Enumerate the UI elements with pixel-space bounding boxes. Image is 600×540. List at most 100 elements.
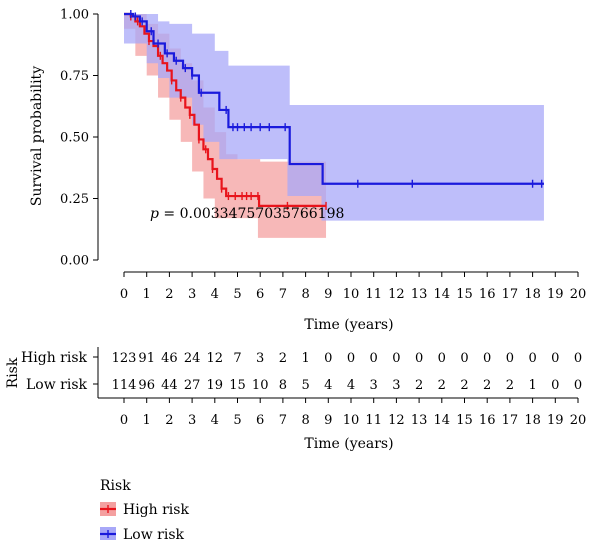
risk-count: 2 xyxy=(460,378,468,393)
risk-x-tick-label: 10 xyxy=(343,413,360,428)
pvalue-value: = 0.00334757035766198 xyxy=(159,206,344,222)
risk-count: 0 xyxy=(528,351,536,366)
y-tick-label: 0.00 xyxy=(60,254,89,269)
legend-label-low: Low risk xyxy=(123,527,185,540)
risk-table-label-high: High risk xyxy=(21,350,87,366)
legend: Risk High risk Low risk xyxy=(100,478,189,540)
risk-count: 0 xyxy=(415,351,423,366)
x-axis-title: Time (years) xyxy=(304,317,393,333)
risk-count: 2 xyxy=(438,378,446,393)
x-tick-label: 10 xyxy=(343,287,360,302)
risk-count: 2 xyxy=(506,378,514,393)
risk-count: 3 xyxy=(370,378,378,393)
risk-count: 7 xyxy=(233,351,241,366)
x-tick-label: 12 xyxy=(388,287,405,302)
risk-x-tick-label: 11 xyxy=(365,413,382,428)
x-tick-label: 18 xyxy=(524,287,541,302)
low-risk-curve xyxy=(124,12,544,185)
risk-x-tick-label: 6 xyxy=(256,413,264,428)
risk-count: 8 xyxy=(279,378,287,393)
x-tick-label: 7 xyxy=(279,287,287,302)
risk-x-tick-label: 15 xyxy=(456,413,473,428)
legend-label-high: High risk xyxy=(123,502,189,518)
risk-count: 27 xyxy=(184,378,201,393)
risk-count: 96 xyxy=(138,378,155,393)
y-tick-label: 0.50 xyxy=(60,131,89,146)
x-tick-label: 19 xyxy=(547,287,564,302)
risk-count: 1 xyxy=(528,378,536,393)
x-tick-label: 17 xyxy=(502,287,519,302)
pvalue-symbol: p xyxy=(150,206,159,222)
risk-table: High risk 123 91 46 24 12 7 3 2 1 0 0 0 0 0 0 0 0 0 0 0 0Low … xyxy=(5,347,586,452)
y-tick-label: 1.00 xyxy=(60,8,89,23)
risk-count: 114 xyxy=(112,378,137,393)
x-tick-label: 6 xyxy=(256,287,264,302)
risk-x-tick-label: 7 xyxy=(279,413,287,428)
risk-count: 3 xyxy=(392,378,400,393)
risk-table-x-axis-title: Time (years) xyxy=(304,436,393,452)
x-tick-label: 15 xyxy=(456,287,473,302)
risk-count: 2 xyxy=(483,378,491,393)
risk-count: 19 xyxy=(207,378,224,393)
risk-count: 123 xyxy=(112,351,137,366)
x-tick-label: 11 xyxy=(365,287,382,302)
x-tick-label: 2 xyxy=(165,287,173,302)
risk-count: 2 xyxy=(415,378,423,393)
risk-count: 15 xyxy=(229,378,246,393)
risk-count: 46 xyxy=(161,351,178,366)
risk-x-tick-label: 19 xyxy=(547,413,564,428)
risk-x-tick-label: 1 xyxy=(143,413,151,428)
y-axis-title: Survival probability xyxy=(29,66,45,206)
risk-table-label-low: Low risk xyxy=(26,377,88,393)
risk-count: 0 xyxy=(574,351,582,366)
x-tick-label: 9 xyxy=(324,287,332,302)
risk-x-tick-label: 5 xyxy=(233,413,241,428)
risk-count: 0 xyxy=(392,351,400,366)
y-tick-label: 0.25 xyxy=(60,192,89,207)
risk-table-title: Risk xyxy=(5,357,21,388)
risk-count: 4 xyxy=(347,378,355,393)
risk-x-tick-label: 13 xyxy=(411,413,428,428)
x-tick-label: 14 xyxy=(434,287,451,302)
risk-count: 24 xyxy=(184,351,201,366)
risk-x-tick-label: 18 xyxy=(524,413,541,428)
risk-count: 5 xyxy=(301,378,309,393)
risk-count: 2 xyxy=(279,351,287,366)
x-tick-label: 13 xyxy=(411,287,428,302)
risk-x-tick-label: 9 xyxy=(324,413,332,428)
risk-count: 0 xyxy=(506,351,514,366)
risk-count: 0 xyxy=(324,351,332,366)
risk-count: 3 xyxy=(256,351,264,366)
x-tick-label: 20 xyxy=(570,287,587,302)
risk-count: 44 xyxy=(161,378,178,393)
risk-x-tick-label: 2 xyxy=(165,413,173,428)
pvalue-annotation: p = 0.00334757035766198 xyxy=(150,206,344,222)
risk-count: 0 xyxy=(460,351,468,366)
risk-count: 0 xyxy=(551,351,559,366)
risk-x-tick-label: 8 xyxy=(301,413,309,428)
risk-count: 0 xyxy=(347,351,355,366)
x-tick-label: 4 xyxy=(211,287,219,302)
risk-x-tick-label: 3 xyxy=(188,413,196,428)
risk-x-tick-label: 16 xyxy=(479,413,496,428)
risk-x-tick-label: 20 xyxy=(570,413,587,428)
main-plot: 0.000.250.500.751.000 1 2 3 4 5 6 7 8 9 10 11 12 13 14… xyxy=(29,8,586,334)
risk-count: 0 xyxy=(370,351,378,366)
risk-count: 4 xyxy=(324,378,332,393)
low-risk-ci-band xyxy=(124,14,544,221)
y-tick-label: 0.75 xyxy=(60,69,89,84)
x-tick-label: 3 xyxy=(188,287,196,302)
risk-count: 0 xyxy=(551,378,559,393)
risk-count: 1 xyxy=(301,351,309,366)
risk-count: 91 xyxy=(138,351,155,366)
risk-count: 10 xyxy=(252,378,269,393)
x-tick-label: 0 xyxy=(120,287,128,302)
risk-count: 0 xyxy=(438,351,446,366)
x-tick-label: 8 xyxy=(301,287,309,302)
risk-x-tick-label: 12 xyxy=(388,413,405,428)
risk-x-tick-label: 17 xyxy=(502,413,519,428)
risk-count: 0 xyxy=(483,351,491,366)
risk-count: 12 xyxy=(207,351,224,366)
x-tick-label: 1 xyxy=(143,287,151,302)
